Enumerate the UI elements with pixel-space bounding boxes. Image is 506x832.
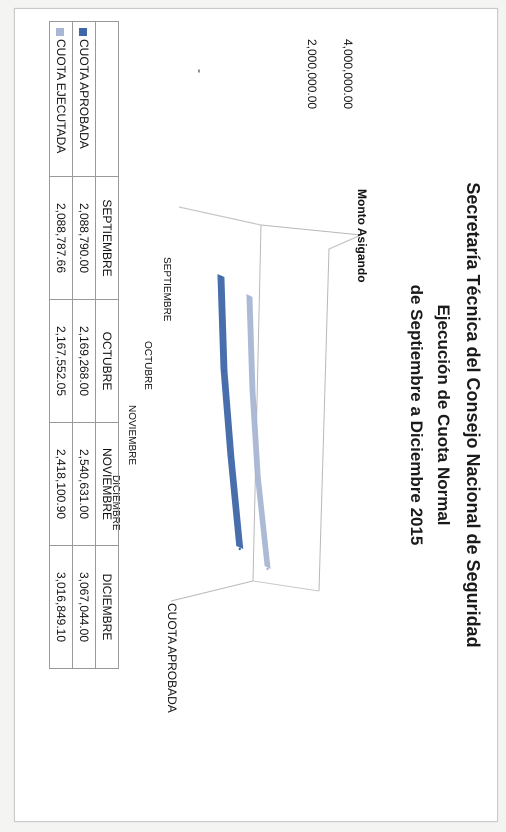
data-point-cuota-aprobada-0 <box>219 275 223 279</box>
chart-back-wall-left-edge <box>260 224 362 236</box>
chart-floor-left-edge <box>178 206 262 226</box>
data-point-cuota-aprobada-1 <box>222 369 226 373</box>
table-header-cell: NOVIEMBRE <box>95 422 119 546</box>
table-corner-cell <box>95 21 119 177</box>
table-series-label: CUOTA EJECUTADA <box>49 21 73 177</box>
table-series-label: CUOTA APROBADA <box>72 21 96 177</box>
data-point-cuota-aprobada-3 <box>238 547 241 551</box>
table-header-cell: DICIEMBRE <box>95 545 119 669</box>
table-row: CUOTA EJECUTADA 2,088,787.66 2,167,552.0… <box>49 21 73 669</box>
table-cell: 2,540,631.00 <box>72 422 96 546</box>
chart-data-table: SEPTIEMBRE OCTUBRE NOVIEMBRE DICIEMBRE C… <box>49 21 119 669</box>
chart-wall-corner-edge <box>328 234 362 250</box>
ribbon-cuota-aprobada <box>217 274 244 549</box>
table-cell: 3,016,849.10 <box>49 545 73 669</box>
table-cell: 2,418,100.90 <box>49 422 73 546</box>
legend-key-ejecutada <box>56 28 65 36</box>
table-header-cell: SEPTIEMBRE <box>95 176 119 300</box>
chart-3d-frame <box>170 206 362 602</box>
chart-floor-outline <box>170 206 262 602</box>
data-point-cuota-ejecutada-3 <box>266 567 269 571</box>
ribbon-cuota-ejecutada <box>246 294 271 569</box>
chart-plot-area <box>170 206 362 602</box>
table-cell: 3,067,044.00 <box>72 545 96 669</box>
y-tick-label-mid: 2,000,000.00 <box>305 39 319 110</box>
data-point-cuota-ejecutada-2 <box>256 475 259 479</box>
data-point-cuota-ejecutada-0 <box>248 295 251 299</box>
rotated-chart-container: Secretaría Técnica del Consejo Nacional … <box>15 9 497 821</box>
data-point-cuota-aprobada-2 <box>229 455 233 459</box>
table-row: CUOTA APROBADA 2,088,790.00 2,169,268.00… <box>72 21 96 669</box>
table-cell: 2,169,268.00 <box>72 299 96 423</box>
chart-back-wall-right-edge <box>252 580 320 592</box>
y-tick-label-zero: - <box>193 69 207 73</box>
table-cell: 2,167,552.05 <box>49 299 73 423</box>
document-sheet: Secretaría Técnica del Consejo Nacional … <box>14 8 498 822</box>
chart-series-ribbons <box>217 274 271 571</box>
category-label-noviembre: NOVIEMBRE <box>126 405 137 466</box>
series-name-ejecutada: CUOTA EJECUTADA <box>54 39 68 154</box>
table-cell: 2,088,787.66 <box>49 176 73 300</box>
legend-key-aprobada <box>79 28 88 36</box>
y-axis-label: Monto Asigando <box>355 189 369 283</box>
table-cell: 2,088,790.00 <box>72 176 96 300</box>
table-header-cell: OCTUBRE <box>95 299 119 423</box>
chart-back-wall-top-edge <box>318 234 362 592</box>
category-label-septiembre: SEPTIEMBRE <box>161 257 172 322</box>
depth-axis-series-label: CUOTA APROBADA <box>165 603 179 713</box>
table-header-row: SEPTIEMBRE OCTUBRE NOVIEMBRE DICIEMBRE <box>95 21 119 669</box>
category-label-octubre: OCTUBRE <box>142 341 153 390</box>
series-name-aprobada: CUOTA APROBADA <box>77 39 91 149</box>
y-tick-label-top: 4,000,000.00 <box>341 39 355 110</box>
data-point-cuota-ejecutada-1 <box>251 389 254 393</box>
